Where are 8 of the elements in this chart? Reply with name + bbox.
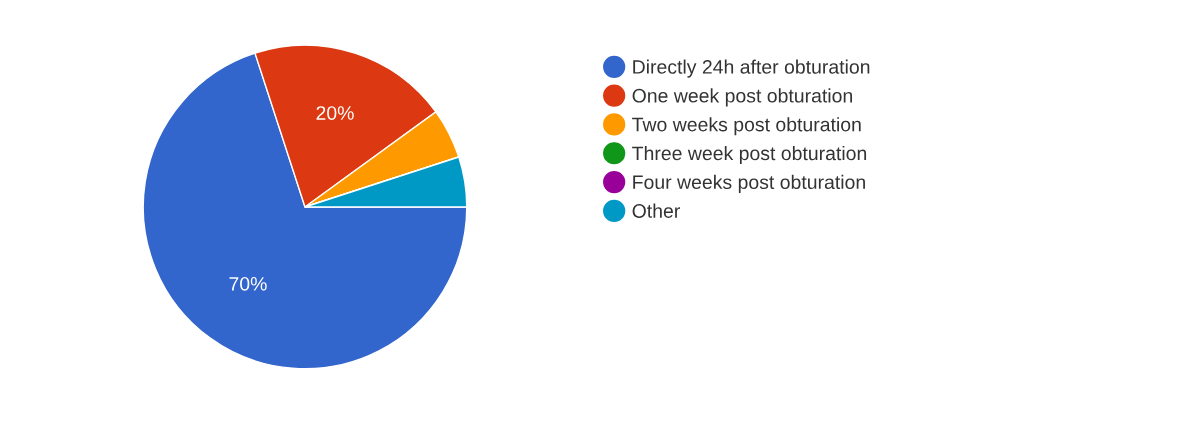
legend-label: Two weeks post obturation <box>632 117 861 136</box>
data-label: 70% <box>229 276 267 291</box>
legend-label: One week post obturation <box>632 88 852 107</box>
legend-label: Three week post obturation <box>632 145 867 165</box>
legend-label: Other <box>632 203 680 218</box>
data-label: 20% <box>316 106 354 120</box>
legend-label: Directly 24h after obturation <box>633 59 870 78</box>
legend-label: Four weeks post obturation <box>633 174 865 193</box>
